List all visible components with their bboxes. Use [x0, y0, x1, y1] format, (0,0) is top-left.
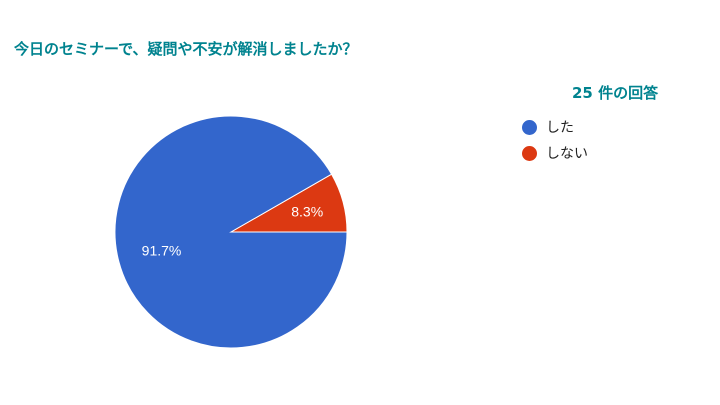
chart-legend: した しない — [522, 114, 588, 166]
legend-label-shita: した — [546, 120, 574, 136]
question-title: 今日のセミナーで、疑問や不安が解消しましたか？ — [14, 40, 358, 58]
legend-item-shita[interactable]: した — [522, 114, 588, 140]
legend-dot-shinai — [522, 145, 537, 161]
pie-label-shita: 91.7% — [142, 243, 182, 259]
legend-item-shinai[interactable]: しない — [522, 140, 588, 166]
legend-label-shinai: しない — [546, 146, 588, 162]
pie-slice-shita[interactable] — [114, 115, 348, 349]
pie-label-shinai: 8.3% — [291, 204, 323, 220]
legend-dot-shita — [522, 119, 537, 135]
response-count: 25 件の回答 — [572, 84, 659, 102]
